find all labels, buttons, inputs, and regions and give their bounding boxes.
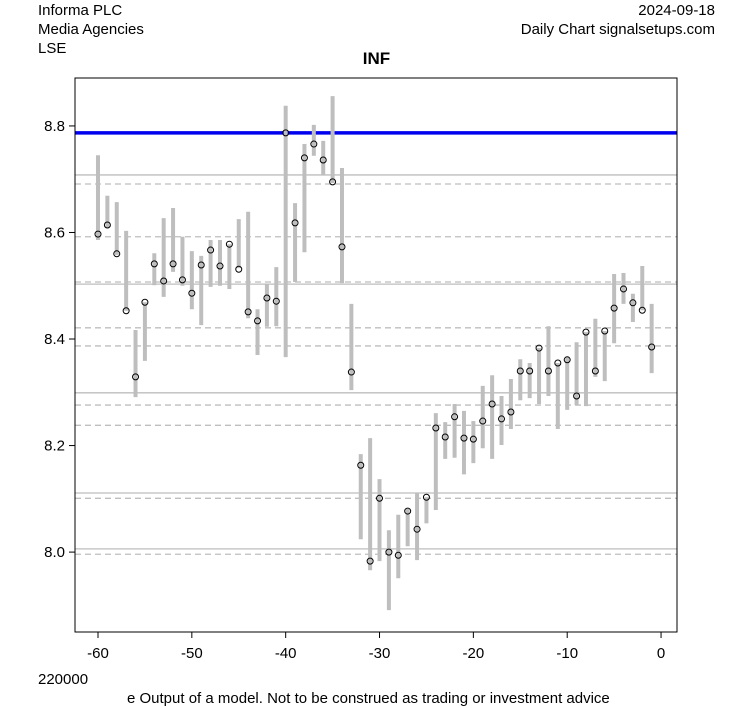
- close-point: [338, 243, 346, 251]
- close-point: [225, 240, 233, 248]
- close-point: [244, 308, 252, 316]
- y-tick-label: 8.6: [44, 224, 65, 241]
- close-point: [113, 250, 121, 258]
- close-point: [329, 178, 337, 186]
- close-point: [498, 415, 506, 423]
- close-point: [488, 400, 496, 408]
- close-point: [544, 367, 552, 375]
- disclaimer: e Output of a model. Not to be construed…: [127, 690, 610, 707]
- y-tick-label: 8.8: [44, 118, 65, 135]
- close-point: [263, 294, 271, 302]
- close-point: [648, 343, 656, 351]
- close-point: [629, 299, 637, 307]
- close-point: [432, 424, 440, 432]
- close-point: [160, 277, 168, 285]
- close-point: [103, 221, 111, 229]
- close-point: [516, 367, 524, 375]
- close-point: [610, 304, 618, 312]
- close-point: [469, 435, 477, 443]
- y-tick-label: 8.4: [44, 331, 65, 348]
- close-point: [479, 417, 487, 425]
- close-point: [451, 413, 459, 421]
- close-point: [141, 298, 149, 306]
- close-point: [422, 493, 430, 501]
- close-point: [132, 373, 140, 381]
- close-point: [169, 260, 177, 268]
- close-point: [235, 265, 243, 273]
- close-point: [638, 306, 646, 314]
- close-point: [178, 276, 186, 284]
- y-tick-label: 8.0: [44, 544, 65, 561]
- chart-title: INF: [362, 49, 391, 68]
- x-tick-label: -60: [87, 645, 109, 662]
- close-point: [357, 461, 365, 469]
- close-point: [554, 359, 562, 367]
- close-point: [216, 262, 224, 270]
- x-tick-label: -10: [556, 645, 578, 662]
- close-point: [507, 408, 515, 416]
- close-point: [573, 392, 581, 400]
- close-point: [394, 551, 402, 559]
- close-point: [282, 129, 290, 137]
- close-point: [376, 494, 384, 502]
- close-point: [385, 548, 393, 556]
- close-point: [122, 307, 130, 315]
- close-point: [347, 368, 355, 376]
- x-tick-label: -50: [181, 645, 203, 662]
- close-point: [526, 367, 534, 375]
- close-point: [620, 285, 628, 293]
- sector: Media Agencies: [38, 21, 144, 38]
- close-point: [413, 525, 421, 533]
- x-tick-label: 0: [657, 645, 665, 662]
- close-point: [535, 344, 543, 352]
- plot-frame: [74, 77, 678, 633]
- company-name: Informa PLC: [38, 2, 123, 19]
- close-point: [441, 433, 449, 441]
- x-tick-label: -20: [463, 645, 485, 662]
- close-point: [460, 434, 468, 442]
- close-point: [404, 507, 412, 515]
- y-tick-label: 8.2: [44, 438, 65, 455]
- close-point: [319, 156, 327, 164]
- close-point: [310, 140, 318, 148]
- chart-date: 2024-09-18: [638, 2, 715, 19]
- close-point: [254, 317, 262, 325]
- close-point: [188, 289, 196, 297]
- close-point: [300, 154, 308, 162]
- close-point: [94, 230, 102, 238]
- close-point: [272, 297, 280, 305]
- chart-source: Daily Chart signalsetups.com: [520, 21, 715, 38]
- close-point: [197, 261, 205, 269]
- close-point: [150, 260, 158, 268]
- close-point: [591, 367, 599, 375]
- close-point: [291, 219, 299, 227]
- exchange: LSE: [38, 40, 67, 57]
- close-point: [563, 356, 571, 364]
- close-point: [582, 328, 590, 336]
- x-tick-label: -30: [369, 645, 391, 662]
- footer-number: 220000: [38, 671, 89, 688]
- close-point: [601, 327, 609, 335]
- x-tick-label: -40: [275, 645, 297, 662]
- close-point: [207, 246, 215, 254]
- close-point: [366, 557, 374, 565]
